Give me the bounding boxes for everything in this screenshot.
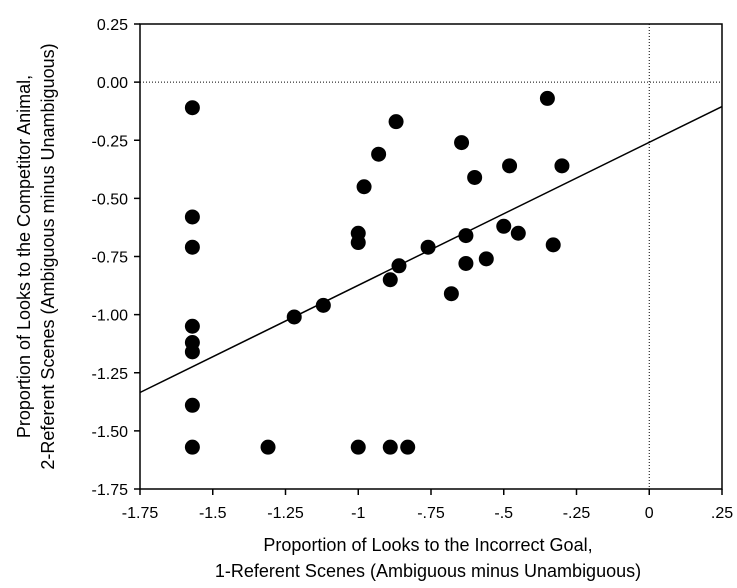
data-point — [454, 135, 470, 151]
data-point — [184, 397, 200, 413]
x-axis-title-line-1: Proportion of Looks to the Incorrect Goa… — [263, 535, 592, 555]
y-tick-label: -0.50 — [92, 191, 129, 208]
x-tick-label: 0 — [645, 505, 654, 522]
y-tick-label: -0.75 — [92, 250, 129, 267]
y-tick-label: 0.00 — [97, 75, 128, 92]
data-point — [260, 439, 276, 455]
x-tick-label: -.5 — [494, 505, 513, 522]
data-points — [184, 90, 570, 455]
data-point — [350, 439, 366, 455]
data-point — [510, 225, 526, 241]
data-point — [184, 439, 200, 455]
y-tick-label: -1.75 — [92, 482, 129, 499]
x-tick-label: -1.5 — [199, 505, 227, 522]
x-axis-title-line-2: 1-Referent Scenes (Ambiguous minus Unamb… — [215, 561, 641, 581]
y-tick-label: -1.25 — [92, 366, 129, 383]
x-axis: -1.75 -1.5 -1.25 -1 -.75 -.5 -.25 0 .25 — [122, 489, 733, 522]
data-point — [388, 114, 404, 130]
data-point — [420, 239, 436, 255]
y-tick-label: 0.25 — [97, 17, 128, 34]
x-tick-label: .25 — [711, 505, 733, 522]
data-point — [539, 90, 555, 106]
data-point — [382, 439, 398, 455]
data-point — [371, 146, 387, 162]
y-tick-label: -1.50 — [92, 424, 129, 441]
y-axis-title-line-1: Proportion of Looks to the Competitor An… — [14, 75, 34, 438]
data-point — [391, 258, 407, 274]
y-tick-label: -1.00 — [92, 308, 129, 325]
data-point — [356, 179, 372, 195]
x-tick-label: -1 — [351, 505, 365, 522]
data-point — [458, 228, 474, 244]
data-point — [184, 318, 200, 334]
data-point — [545, 237, 561, 253]
data-point — [184, 209, 200, 225]
x-tick-label: -1.25 — [267, 505, 304, 522]
data-point — [502, 158, 518, 174]
x-tick-label: -1.75 — [122, 505, 159, 522]
y-axis-title-line-2: 2-Referent Scenes (Ambiguous minus Unamb… — [38, 43, 58, 469]
reference-lines — [140, 24, 722, 489]
data-point — [443, 286, 459, 302]
x-tick-label: -.75 — [417, 505, 445, 522]
data-point — [554, 158, 570, 174]
data-point — [478, 251, 494, 267]
data-point — [286, 309, 302, 325]
data-point — [184, 100, 200, 116]
data-point — [400, 439, 416, 455]
data-point — [458, 255, 474, 271]
data-point — [496, 218, 512, 234]
data-point — [350, 235, 366, 251]
data-point — [184, 344, 200, 360]
data-point — [467, 169, 483, 185]
x-tick-label: -.25 — [563, 505, 591, 522]
data-point — [315, 297, 331, 313]
data-point — [382, 272, 398, 288]
y-tick-label: -0.25 — [92, 133, 129, 150]
y-axis: 0.25 0.00 -0.25 -0.50 -0.75 -1.00 -1.25 -1.50 -1… — [92, 17, 140, 499]
data-point — [184, 239, 200, 255]
plot-frame — [139, 23, 723, 490]
